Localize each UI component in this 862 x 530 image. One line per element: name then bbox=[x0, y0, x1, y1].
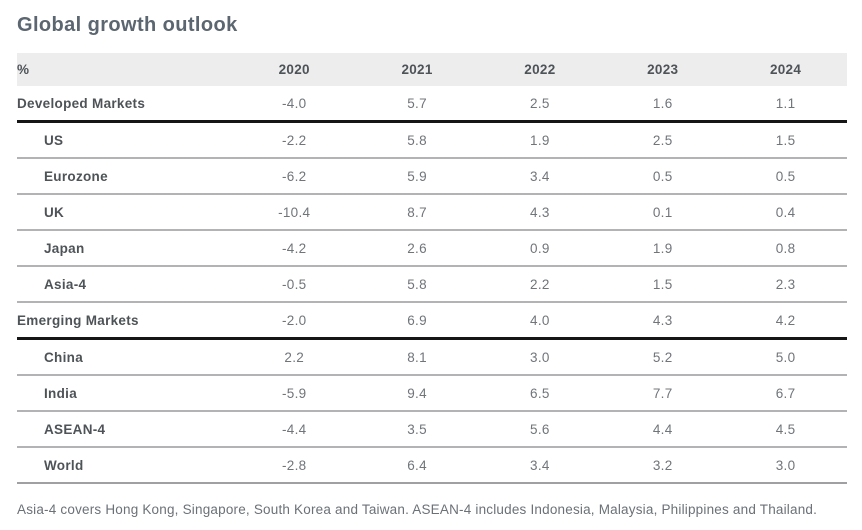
cell-value: 2.5 bbox=[601, 121, 725, 159]
cell-value: 4.4 bbox=[601, 411, 725, 448]
row-label: Asia-4 bbox=[17, 266, 233, 303]
cell-value: 4.2 bbox=[724, 302, 847, 340]
cell-value: 5.9 bbox=[355, 158, 479, 195]
cell-value: 5.6 bbox=[478, 411, 602, 448]
footnote-text: Asia-4 covers Hong Kong, Singapore, Sout… bbox=[17, 502, 818, 517]
row-label: Emerging Markets bbox=[17, 302, 233, 340]
cell-value: 5.2 bbox=[601, 338, 725, 376]
table-header: % 2020 2021 2022 2023 2024 bbox=[17, 53, 847, 86]
row-label: Japan bbox=[17, 230, 233, 267]
cell-value: 5.0 bbox=[724, 338, 847, 376]
table-row: Developed Markets -4.0 5.7 2.5 1.6 1.1 bbox=[17, 86, 847, 123]
cell-value: 2.6 bbox=[355, 230, 479, 267]
page-title: Global growth outlook bbox=[17, 14, 238, 36]
row-label: Eurozone bbox=[17, 158, 233, 195]
table-row: UK -10.4 8.7 4.3 0.1 0.4 bbox=[17, 194, 847, 231]
cell-value: 0.5 bbox=[724, 158, 847, 195]
row-label: India bbox=[17, 375, 233, 412]
table-row: World -2.8 6.4 3.4 3.2 3.0 bbox=[17, 447, 847, 484]
cell-value: 3.4 bbox=[478, 158, 602, 195]
cell-value: 0.5 bbox=[601, 158, 725, 195]
cell-value: 9.4 bbox=[355, 375, 479, 412]
table-row: ASEAN-4 -4.4 3.5 5.6 4.4 4.5 bbox=[17, 411, 847, 448]
cell-value: -4.2 bbox=[232, 230, 356, 267]
cell-value: 0.8 bbox=[724, 230, 847, 267]
cell-value: -2.0 bbox=[232, 302, 356, 340]
growth-outlook-table: % 2020 2021 2022 2023 2024 Developed Mar… bbox=[17, 53, 847, 484]
year-header-cell: 2024 bbox=[724, 53, 847, 86]
cell-value: 5.7 bbox=[355, 86, 479, 123]
cell-value: 4.3 bbox=[478, 194, 602, 231]
row-label: ASEAN-4 bbox=[17, 411, 233, 448]
table-row: Eurozone -6.2 5.9 3.4 0.5 0.5 bbox=[17, 158, 847, 195]
cell-value: 1.6 bbox=[601, 86, 725, 123]
cell-value: 0.1 bbox=[601, 194, 725, 231]
row-label: World bbox=[17, 447, 233, 484]
table-body: Developed Markets -4.0 5.7 2.5 1.6 1.1 US -2.2 5… bbox=[17, 86, 847, 484]
cell-value: 2.3 bbox=[724, 266, 847, 303]
year-header-cell: 2021 bbox=[355, 53, 479, 86]
table-row: Emerging Markets -2.0 6.9 4.0 4.3 4.2 bbox=[17, 302, 847, 340]
cell-value: 5.8 bbox=[355, 121, 479, 159]
unit-header-cell: % bbox=[17, 53, 233, 86]
cell-value: 3.2 bbox=[601, 447, 725, 484]
cell-value: 3.4 bbox=[478, 447, 602, 484]
cell-value: 2.5 bbox=[478, 86, 602, 123]
cell-value: 6.4 bbox=[355, 447, 479, 484]
cell-value: -2.8 bbox=[232, 447, 356, 484]
cell-value: 6.9 bbox=[355, 302, 479, 340]
cell-value: 4.3 bbox=[601, 302, 725, 340]
cell-value: 0.4 bbox=[724, 194, 847, 231]
cell-value: 6.5 bbox=[478, 375, 602, 412]
row-label: Developed Markets bbox=[17, 86, 233, 123]
year-header-cell: 2020 bbox=[232, 53, 356, 86]
header-row: % 2020 2021 2022 2023 2024 bbox=[17, 53, 847, 86]
cell-value: 4.0 bbox=[478, 302, 602, 340]
cell-value: 4.5 bbox=[724, 411, 847, 448]
table-row: Asia-4 -0.5 5.8 2.2 1.5 2.3 bbox=[17, 266, 847, 303]
row-label: US bbox=[17, 121, 233, 159]
cell-value: 1.9 bbox=[601, 230, 725, 267]
year-header-cell: 2023 bbox=[601, 53, 725, 86]
cell-value: 1.5 bbox=[724, 121, 847, 159]
cell-value: 2.2 bbox=[232, 338, 356, 376]
cell-value: 1.1 bbox=[724, 86, 847, 123]
cell-value: -5.9 bbox=[232, 375, 356, 412]
row-label: UK bbox=[17, 194, 233, 231]
cell-value: 3.5 bbox=[355, 411, 479, 448]
cell-value: 6.7 bbox=[724, 375, 847, 412]
cell-value: 3.0 bbox=[478, 338, 602, 376]
cell-value: -4.0 bbox=[232, 86, 356, 123]
table-row: US -2.2 5.8 1.9 2.5 1.5 bbox=[17, 121, 847, 159]
cell-value: 3.0 bbox=[724, 447, 847, 484]
table-row: Japan -4.2 2.6 0.9 1.9 0.8 bbox=[17, 230, 847, 267]
cell-value: 8.7 bbox=[355, 194, 479, 231]
row-label: China bbox=[17, 338, 233, 376]
year-header-cell: 2022 bbox=[478, 53, 602, 86]
cell-value: -0.5 bbox=[232, 266, 356, 303]
cell-value: 2.2 bbox=[478, 266, 602, 303]
cell-value: 0.9 bbox=[478, 230, 602, 267]
cell-value: 1.5 bbox=[601, 266, 725, 303]
cell-value: 8.1 bbox=[355, 338, 479, 376]
cell-value: -4.4 bbox=[232, 411, 356, 448]
cell-value: 7.7 bbox=[601, 375, 725, 412]
cell-value: -6.2 bbox=[232, 158, 356, 195]
table-row: China 2.2 8.1 3.0 5.2 5.0 bbox=[17, 338, 847, 376]
cell-value: -10.4 bbox=[232, 194, 356, 231]
cell-value: 1.9 bbox=[478, 121, 602, 159]
table-row: India -5.9 9.4 6.5 7.7 6.7 bbox=[17, 375, 847, 412]
cell-value: 5.8 bbox=[355, 266, 479, 303]
cell-value: -2.2 bbox=[232, 121, 356, 159]
